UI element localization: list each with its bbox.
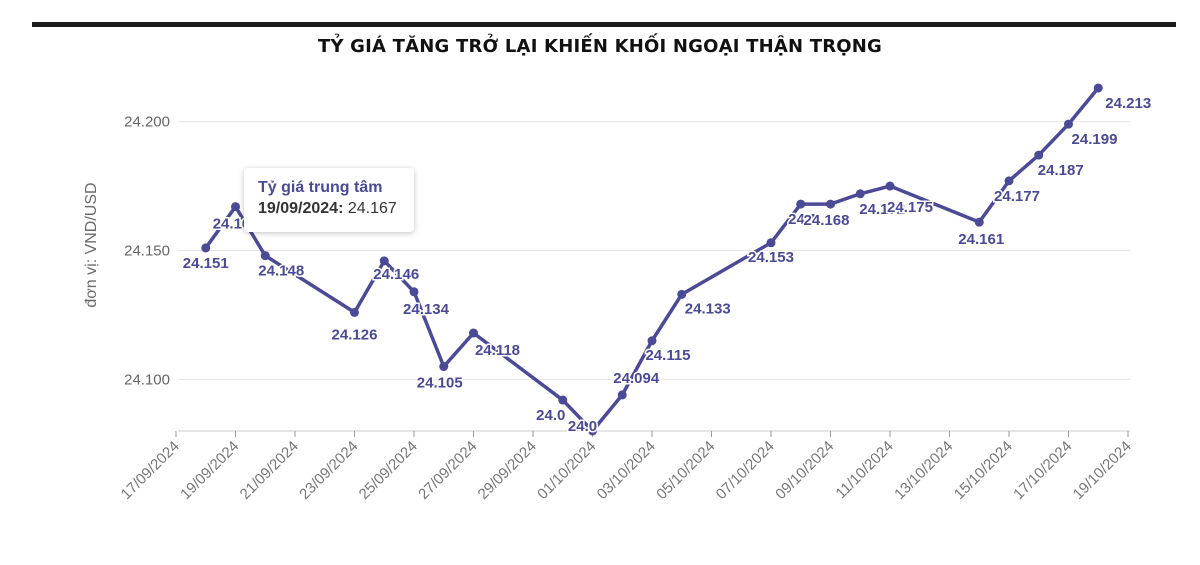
- data-point: [558, 395, 568, 405]
- x-tick-label: 19/10/2024: [1070, 438, 1135, 503]
- data-label: 24.199: [1072, 131, 1118, 148]
- top-rule: [32, 22, 1176, 27]
- data-label: 24.213: [1105, 95, 1151, 112]
- y-tick-label: 24.100: [124, 371, 170, 388]
- data-label: 24.161: [958, 231, 1004, 248]
- data-label: 24.105: [417, 375, 463, 392]
- data-point: [677, 289, 687, 299]
- data-point: [439, 362, 449, 372]
- tooltip-title: Tỷ giá trung tâm: [258, 179, 383, 196]
- data-point: [350, 307, 359, 317]
- x-tick-label: 25/09/2024: [356, 438, 421, 503]
- chart-title: TỶ GIÁ TĂNG TRỞ LẠI KHIẾN KHỐI NGOẠI THẬ…: [318, 36, 882, 57]
- data-point: [1093, 83, 1103, 93]
- data-label: 24.175: [887, 199, 933, 216]
- x-tick-label: 19/09/2024: [177, 438, 242, 503]
- data-label: 24.134: [403, 301, 450, 318]
- x-tick-label: 23/09/2024: [296, 438, 361, 503]
- x-tick-label: 05/10/2024: [653, 438, 718, 503]
- x-tick-label: 17/10/2024: [1010, 438, 1075, 503]
- x-tick-label: 21/09/2024: [237, 438, 302, 503]
- tooltip-value: 24.167: [347, 200, 397, 217]
- data-point: [647, 336, 657, 346]
- data-label: 24.115: [645, 347, 690, 364]
- data-point: [379, 256, 389, 266]
- data-point: [1004, 176, 1014, 186]
- data-point: [796, 199, 806, 209]
- data-point: [617, 390, 627, 400]
- data-point: [260, 251, 270, 261]
- data-label: 24.177: [994, 188, 1040, 205]
- tooltip-row: 19/09/2024: 24.167: [258, 198, 400, 220]
- tooltip-date: 19/09/2024:: [258, 200, 344, 217]
- x-tick-label: 29/09/2024: [475, 438, 540, 503]
- data-label: 24.0: [568, 418, 597, 435]
- y-axis-title: đơn vị: VND/USD: [83, 182, 100, 307]
- x-tick-label: 07/10/2024: [713, 438, 778, 503]
- x-tick-label: 27/09/2024: [415, 438, 480, 503]
- x-tick-label: 13/10/2024: [891, 438, 956, 503]
- data-label: 24.187: [1038, 162, 1084, 179]
- data-label: 24.094: [613, 370, 660, 387]
- x-tick-label: 15/10/2024: [951, 438, 1016, 503]
- data-point: [469, 328, 478, 338]
- data-point: [974, 217, 984, 227]
- data-label: 24.133: [685, 300, 731, 317]
- x-tick-label: 17/09/2024: [118, 438, 183, 503]
- y-tick-label: 24.200: [124, 114, 170, 131]
- data-point: [1064, 119, 1073, 129]
- data-point: [588, 426, 597, 436]
- data-point: [409, 287, 419, 297]
- data-label: 24.0: [536, 407, 565, 424]
- data-label: 24.1: [788, 211, 817, 228]
- data-label: 24.118: [475, 342, 520, 359]
- data-label: 24.148: [258, 263, 304, 280]
- x-tick-label: 09/10/2024: [772, 438, 837, 503]
- y-tick-label: 24.150: [124, 243, 170, 260]
- x-tick-label: 03/10/2024: [594, 438, 659, 503]
- data-point: [231, 202, 240, 212]
- data-point: [885, 181, 895, 191]
- data-label: 24.126: [332, 326, 378, 343]
- data-label: 24.172: [859, 201, 905, 218]
- data-point: [826, 199, 835, 209]
- data-label: 24.168: [804, 212, 850, 229]
- data-point: [1034, 150, 1044, 160]
- data-label: 24.16: [213, 216, 251, 233]
- data-point: [201, 243, 211, 253]
- data-label: 24.151: [183, 255, 229, 272]
- data-label: 24.146: [373, 266, 419, 283]
- data-label: 24.153: [748, 249, 794, 266]
- chart-tooltip: Tỷ giá trung tâm 19/09/2024: 24.167: [244, 168, 414, 232]
- x-tick-label: 11/10/2024: [833, 438, 897, 502]
- x-tick-label: 01/10/2024: [534, 438, 599, 503]
- data-point: [766, 238, 776, 248]
- data-point: [855, 189, 865, 199]
